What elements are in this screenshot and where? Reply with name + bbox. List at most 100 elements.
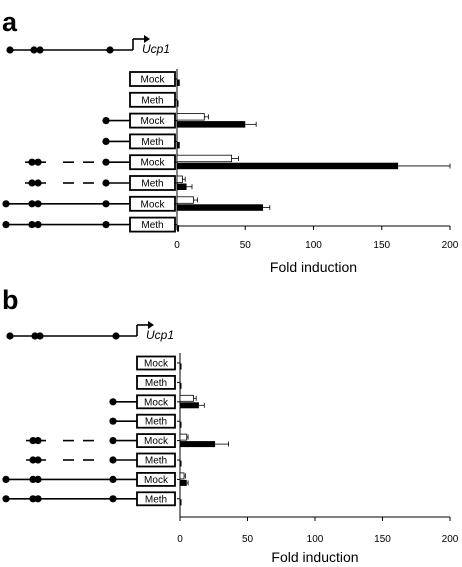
enhancer-dot [109,475,117,483]
x-tick-label: 0 [177,534,183,545]
enhancer-dot [109,437,117,445]
bar-open [179,394,194,402]
enhancer-dot [29,456,37,464]
construct-label: Meth [145,494,167,505]
construct-box [136,355,176,371]
tss-arrow-head [144,35,150,43]
x-tick-label: 200 [442,240,459,251]
construct-box [136,413,176,429]
construct-box [136,491,176,507]
enhancer-dot [34,495,42,503]
enhancer-dot [29,475,37,483]
enhancer-dot [2,475,10,483]
construct-label: Mock [144,397,169,408]
enhancer-dot [102,179,110,187]
x-tick-label: 0 [174,240,180,251]
bar-filled [180,363,182,370]
bar-open [179,433,188,441]
construct-label: Meth [145,417,167,428]
construct-label: Meth [141,179,163,190]
enhancer-dot [36,46,44,54]
construct-box [136,394,176,410]
bar-filled [177,121,246,128]
bar-filled [177,79,180,86]
bar-filled [180,479,187,486]
enhancer-dot [6,46,14,54]
bar-filled [177,183,187,190]
enhancer-dot [34,200,42,208]
gene-label: Ucp1 [142,42,170,56]
panel-a-letter: a [2,7,18,37]
construct-label: Meth [145,456,167,467]
construct-box [136,452,176,468]
panel-b: b Ucp1 Mock Meth Mock Meth Mock Meth Mock Meth 0… [2,285,459,565]
construct-box [136,471,176,487]
enhancer-dot [112,332,120,340]
bar-filled [177,225,180,232]
enhancer-dot [106,46,114,54]
bar-open [176,196,194,204]
x-axis-title: Fold induction [271,549,358,565]
enhancer-dot [31,332,39,340]
enhancer-dot [34,179,42,187]
construct-label: Mock [141,75,166,86]
enhancer-dot [34,437,42,445]
enhancer-dot [34,475,42,483]
x-tick-label: 200 [442,534,459,545]
enhancer-dot [2,221,10,229]
x-tick-label: 100 [307,534,324,545]
tss-arrow-head [148,321,154,329]
panel-a-plot: 0 50 100 150 200 Fold induction [174,69,459,275]
panel-a: a Ucp1 Mock Meth Mock Meth Mock Meth Mock Meth 0… [2,7,459,275]
bar-filled [177,204,263,211]
construct-box [136,374,176,390]
enhancer-dot [2,200,10,208]
enhancer-dot [34,158,42,166]
construct-label: Mock [144,475,169,486]
construct-box [136,433,176,449]
bar-filled [180,460,182,467]
construct-label: Meth [141,95,163,106]
construct-label: Mock [141,116,166,127]
bar-open [176,113,205,121]
bar-filled [177,100,179,107]
enhancer-dot [29,495,37,503]
enhancer-dot [109,417,117,425]
x-tick-label: 50 [242,534,254,545]
x-tick-label: 100 [305,240,322,251]
enhancer-dot [109,495,117,503]
panel-b-constructs: Ucp1 Mock Meth Mock Meth Mock Meth Mock Meth [2,321,176,507]
panel-b-letter: b [2,285,19,315]
construct-label: Meth [141,220,163,231]
enhancer-dot [102,221,110,229]
panel-b-plot: 0 50 100 150 200 Fold induction [177,353,459,565]
panel-a-constructs: Ucp1 Mock Meth Mock Meth Mock Meth Mock Meth [2,35,176,233]
enhancer-dot [2,495,10,503]
x-tick-label: 150 [374,534,391,545]
enhancer-dot [34,221,42,229]
enhancer-dot [34,456,42,464]
enhancer-dot [28,221,36,229]
x-axis-title: Fold induction [270,259,357,275]
x-tick-label: 150 [373,240,390,251]
enhancer-dot [102,158,110,166]
enhancer-dot [28,179,36,187]
bar-open [176,154,232,163]
enhancer-dot [6,332,14,340]
construct-label: Mock [144,359,169,370]
enhancer-dot [28,200,36,208]
enhancer-dot [102,200,110,208]
bar-filled [180,499,182,506]
enhancer-dot [30,46,38,54]
bar-open [176,175,183,183]
enhancer-dot [109,456,117,464]
enhancer-dot [28,158,36,166]
gene-label: Ucp1 [146,328,174,342]
construct-label: Mock [141,158,166,169]
enhancer-dot [102,137,110,145]
construct-label: Mock [141,199,166,210]
enhancer-dot [102,117,110,125]
bar-open [179,472,185,480]
construct-label: Meth [145,378,167,389]
